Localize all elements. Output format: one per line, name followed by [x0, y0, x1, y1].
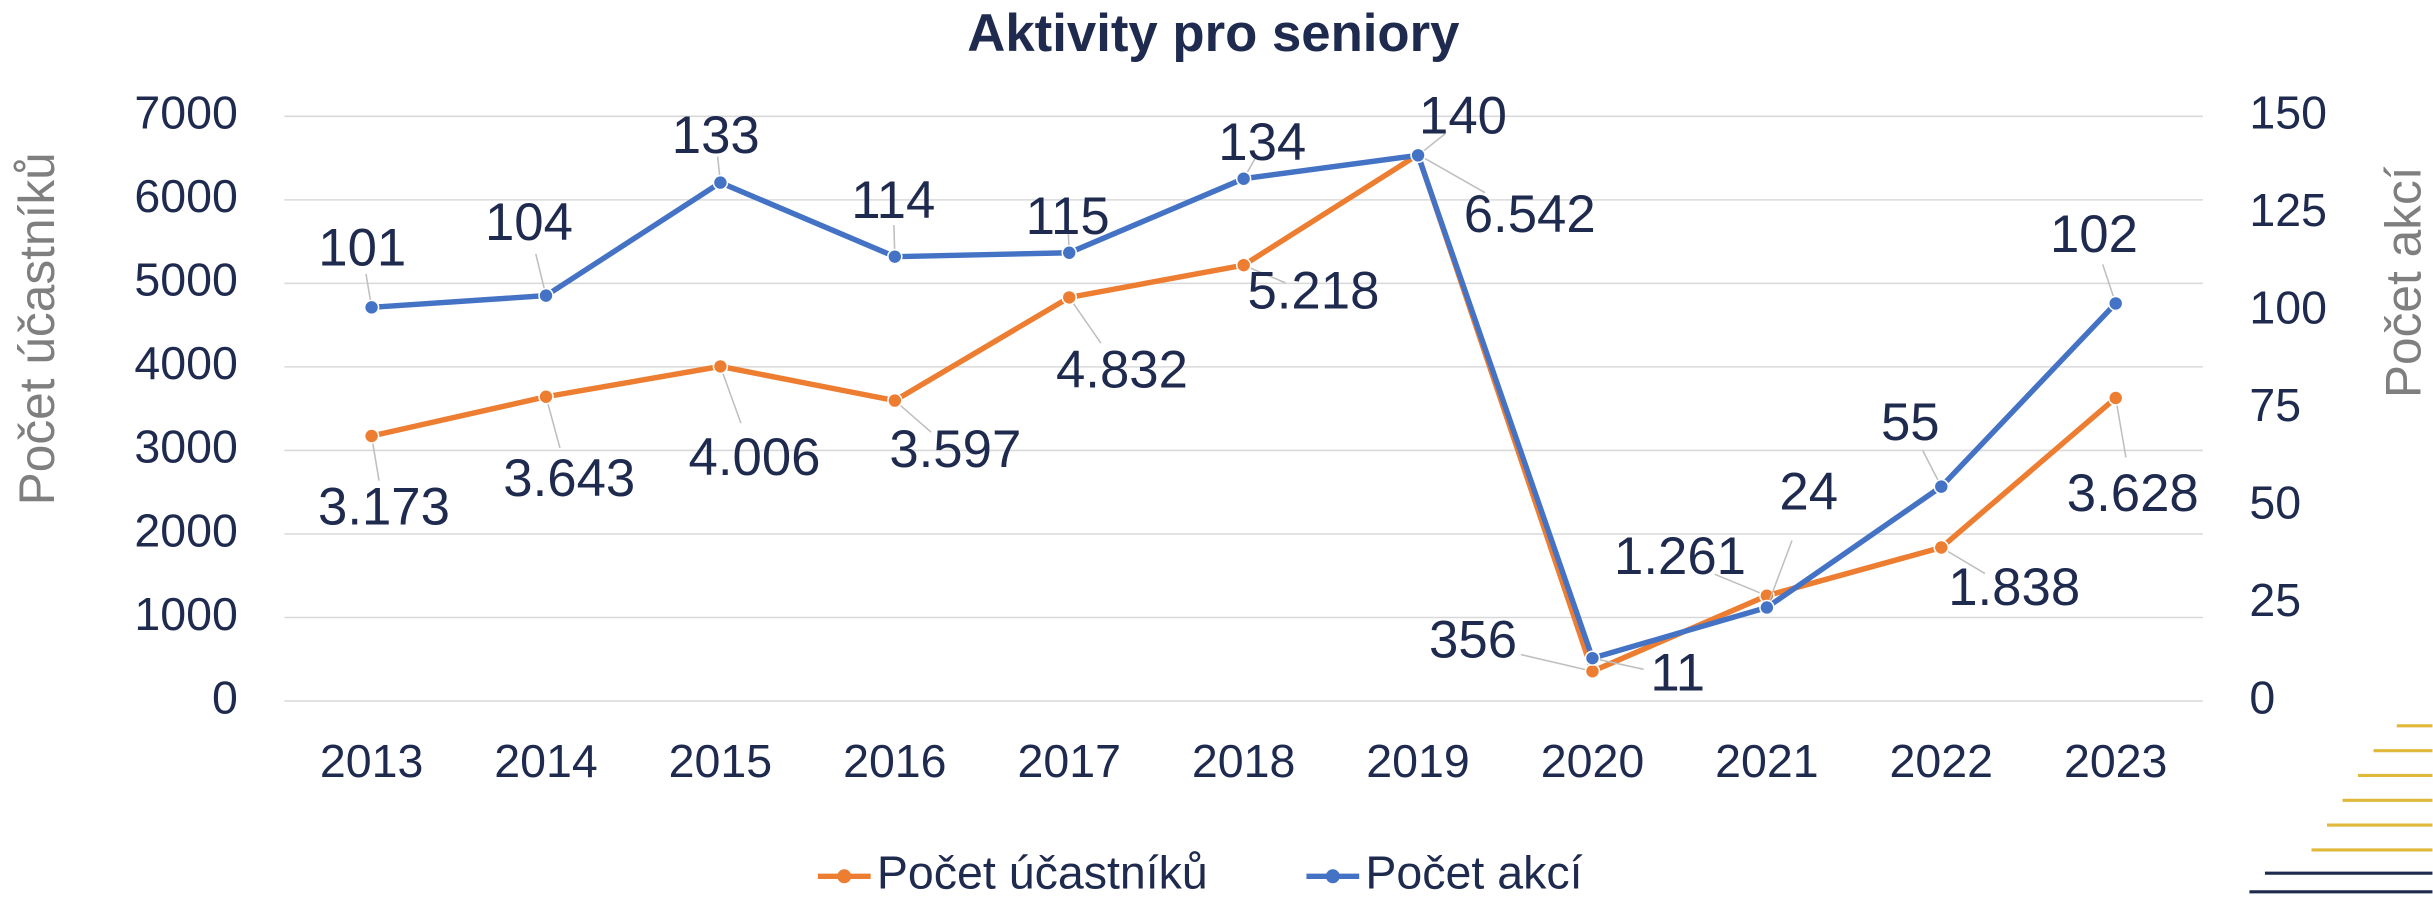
y2-tick-label: 25 — [2249, 574, 2301, 626]
leader-line — [545, 396, 561, 449]
data-label: 134 — [1218, 113, 1306, 172]
marker — [1933, 539, 1950, 556]
x-tick-label: 2022 — [1890, 735, 1993, 787]
y-tick-label: 7000 — [134, 87, 237, 139]
data-label: 101 — [318, 218, 406, 277]
marker — [887, 392, 903, 409]
marker — [2107, 295, 2124, 312]
data-label: 3.597 — [889, 420, 1021, 479]
marker — [538, 287, 554, 304]
legend-label: Počet akcí — [1365, 847, 1582, 898]
y2-tick-label: 75 — [2249, 379, 2301, 431]
data-label: 55 — [1881, 393, 1940, 452]
data-label: 3.628 — [2067, 464, 2199, 523]
data-label: 5.218 — [1247, 262, 1379, 321]
x-tick-label: 2020 — [1541, 735, 1644, 787]
y-axis-title: Počet účastníků — [9, 152, 65, 505]
marker — [1759, 599, 1775, 616]
x-tick-label: 2019 — [1366, 735, 1469, 787]
data-label: 6.542 — [1464, 185, 1596, 244]
marker — [887, 248, 903, 265]
data-label: 115 — [1026, 187, 1110, 246]
leader-line — [1068, 296, 1102, 344]
data-label: 1.261 — [1614, 527, 1746, 586]
x-tick-label: 2018 — [1192, 735, 1295, 787]
data-label: 114 — [851, 171, 935, 230]
data-label: 4.832 — [1056, 340, 1188, 399]
data-label: 133 — [672, 106, 760, 165]
x-tick-label: 2023 — [2064, 735, 2167, 787]
y-tick-label: 6000 — [134, 170, 237, 222]
leader-line — [1714, 573, 1768, 597]
data-label: 4.006 — [689, 428, 821, 487]
x-tick-label: 2016 — [843, 735, 946, 787]
marker — [2107, 390, 2124, 406]
data-label: 356 — [1429, 610, 1517, 669]
decoration — [2249, 724, 2433, 894]
legend-marker — [1325, 869, 1340, 884]
y-tick-label: 1000 — [134, 588, 237, 640]
data-label: 11 — [1650, 644, 1705, 703]
data-label: 3.643 — [503, 449, 635, 508]
marker — [1584, 663, 1601, 680]
leader-line — [894, 399, 932, 433]
data-label: 140 — [1419, 87, 1507, 146]
x-tick-label: 2014 — [494, 735, 597, 787]
leader-line — [1592, 657, 1644, 671]
data-label: 3.173 — [318, 477, 450, 536]
leader-line — [1766, 540, 1793, 608]
legend-marker — [837, 869, 852, 884]
data-label: 102 — [2050, 205, 2138, 264]
y2-tick-label: 100 — [2249, 282, 2327, 334]
leader-line — [1940, 546, 1986, 575]
marker — [1235, 257, 1252, 273]
y-tick-label: 4000 — [134, 337, 237, 389]
marker — [1584, 650, 1601, 666]
marker — [1933, 478, 1950, 495]
marker — [1410, 147, 1426, 164]
marker — [363, 428, 380, 444]
x-tick-label: 2017 — [1017, 735, 1120, 787]
data-label: 1.838 — [1948, 558, 2080, 617]
y2-tick-label: 50 — [2249, 476, 2301, 528]
y-tick-label: 2000 — [134, 504, 237, 556]
marker — [538, 388, 554, 405]
y-tick-label: 3000 — [134, 421, 237, 473]
data-label: 104 — [485, 193, 573, 252]
chart-title: Aktivity pro seniory — [967, 4, 1460, 63]
y2-tick-label: 0 — [2249, 671, 2275, 723]
y-tick-label: 5000 — [134, 254, 237, 306]
leader-line — [1520, 653, 1593, 673]
marker — [1235, 170, 1252, 187]
y2-tick-label: 125 — [2249, 184, 2327, 236]
marker — [1061, 289, 1077, 306]
x-tick-label: 2021 — [1715, 735, 1818, 787]
leader-line — [2114, 397, 2127, 458]
marker — [1061, 244, 1077, 261]
series-line — [371, 152, 2118, 662]
series-line — [370, 150, 2118, 675]
data-label: 24 — [1779, 463, 1838, 522]
marker — [363, 299, 380, 316]
y-tick-label: 0 — [212, 671, 238, 723]
leader-line — [1417, 153, 1486, 194]
x-tick-label: 2015 — [669, 735, 772, 787]
legend-label: Počet účastníků — [877, 847, 1208, 898]
marker — [712, 358, 729, 375]
marker — [712, 174, 729, 191]
leader-line — [719, 366, 742, 424]
y2-axis-title: Počet akcí — [2376, 166, 2432, 398]
y2-tick-label: 150 — [2249, 87, 2327, 139]
x-tick-label: 2013 — [320, 735, 423, 787]
